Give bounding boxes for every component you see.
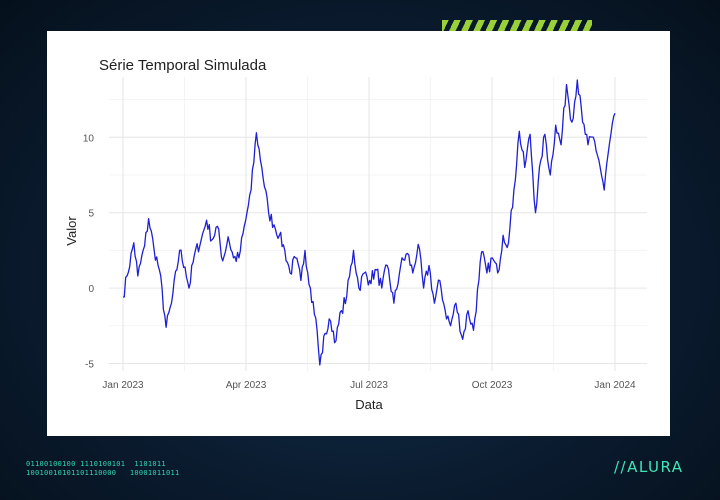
y-tick-label: 0 [88, 284, 94, 295]
x-tick-label: Jan 2023 [102, 380, 144, 391]
chart-title: Série Temporal Simulada [99, 57, 267, 74]
binary-decoration: 01100100100 1110100101 1101011 1001001010… [26, 460, 180, 478]
chart-card: Série Temporal Simulada -5 0 5 10 Jan 2023 A… [47, 31, 670, 436]
grid-lines [109, 77, 647, 371]
x-tick-label: Apr 2023 [226, 380, 267, 391]
x-axis-ticks: Jan 2023 Apr 2023 Jul 2023 Oct 2023 Jan 2024 [102, 380, 636, 391]
x-axis-label: Data [355, 397, 383, 412]
series-layer [122, 79, 616, 366]
y-axis-label: Valor [64, 216, 79, 246]
y-tick-label: 10 [83, 133, 95, 144]
x-tick-label: Jan 2024 [594, 380, 636, 391]
binary-line: 01100100100 1110100101 1101011 [26, 460, 166, 468]
x-tick-label: Oct 2023 [472, 380, 513, 391]
y-tick-label: -5 [85, 359, 94, 370]
x-tick-label: Jul 2023 [350, 380, 388, 391]
brand-logo: //ALURA [614, 458, 684, 476]
line-chart: Série Temporal Simulada -5 0 5 10 Jan 2023 A… [64, 57, 647, 412]
series-line [122, 79, 616, 366]
binary-line: 10010010101101110000 10001011011 [26, 469, 180, 477]
y-tick-label: 5 [88, 209, 94, 220]
y-axis-ticks: -5 0 5 10 [83, 133, 95, 370]
